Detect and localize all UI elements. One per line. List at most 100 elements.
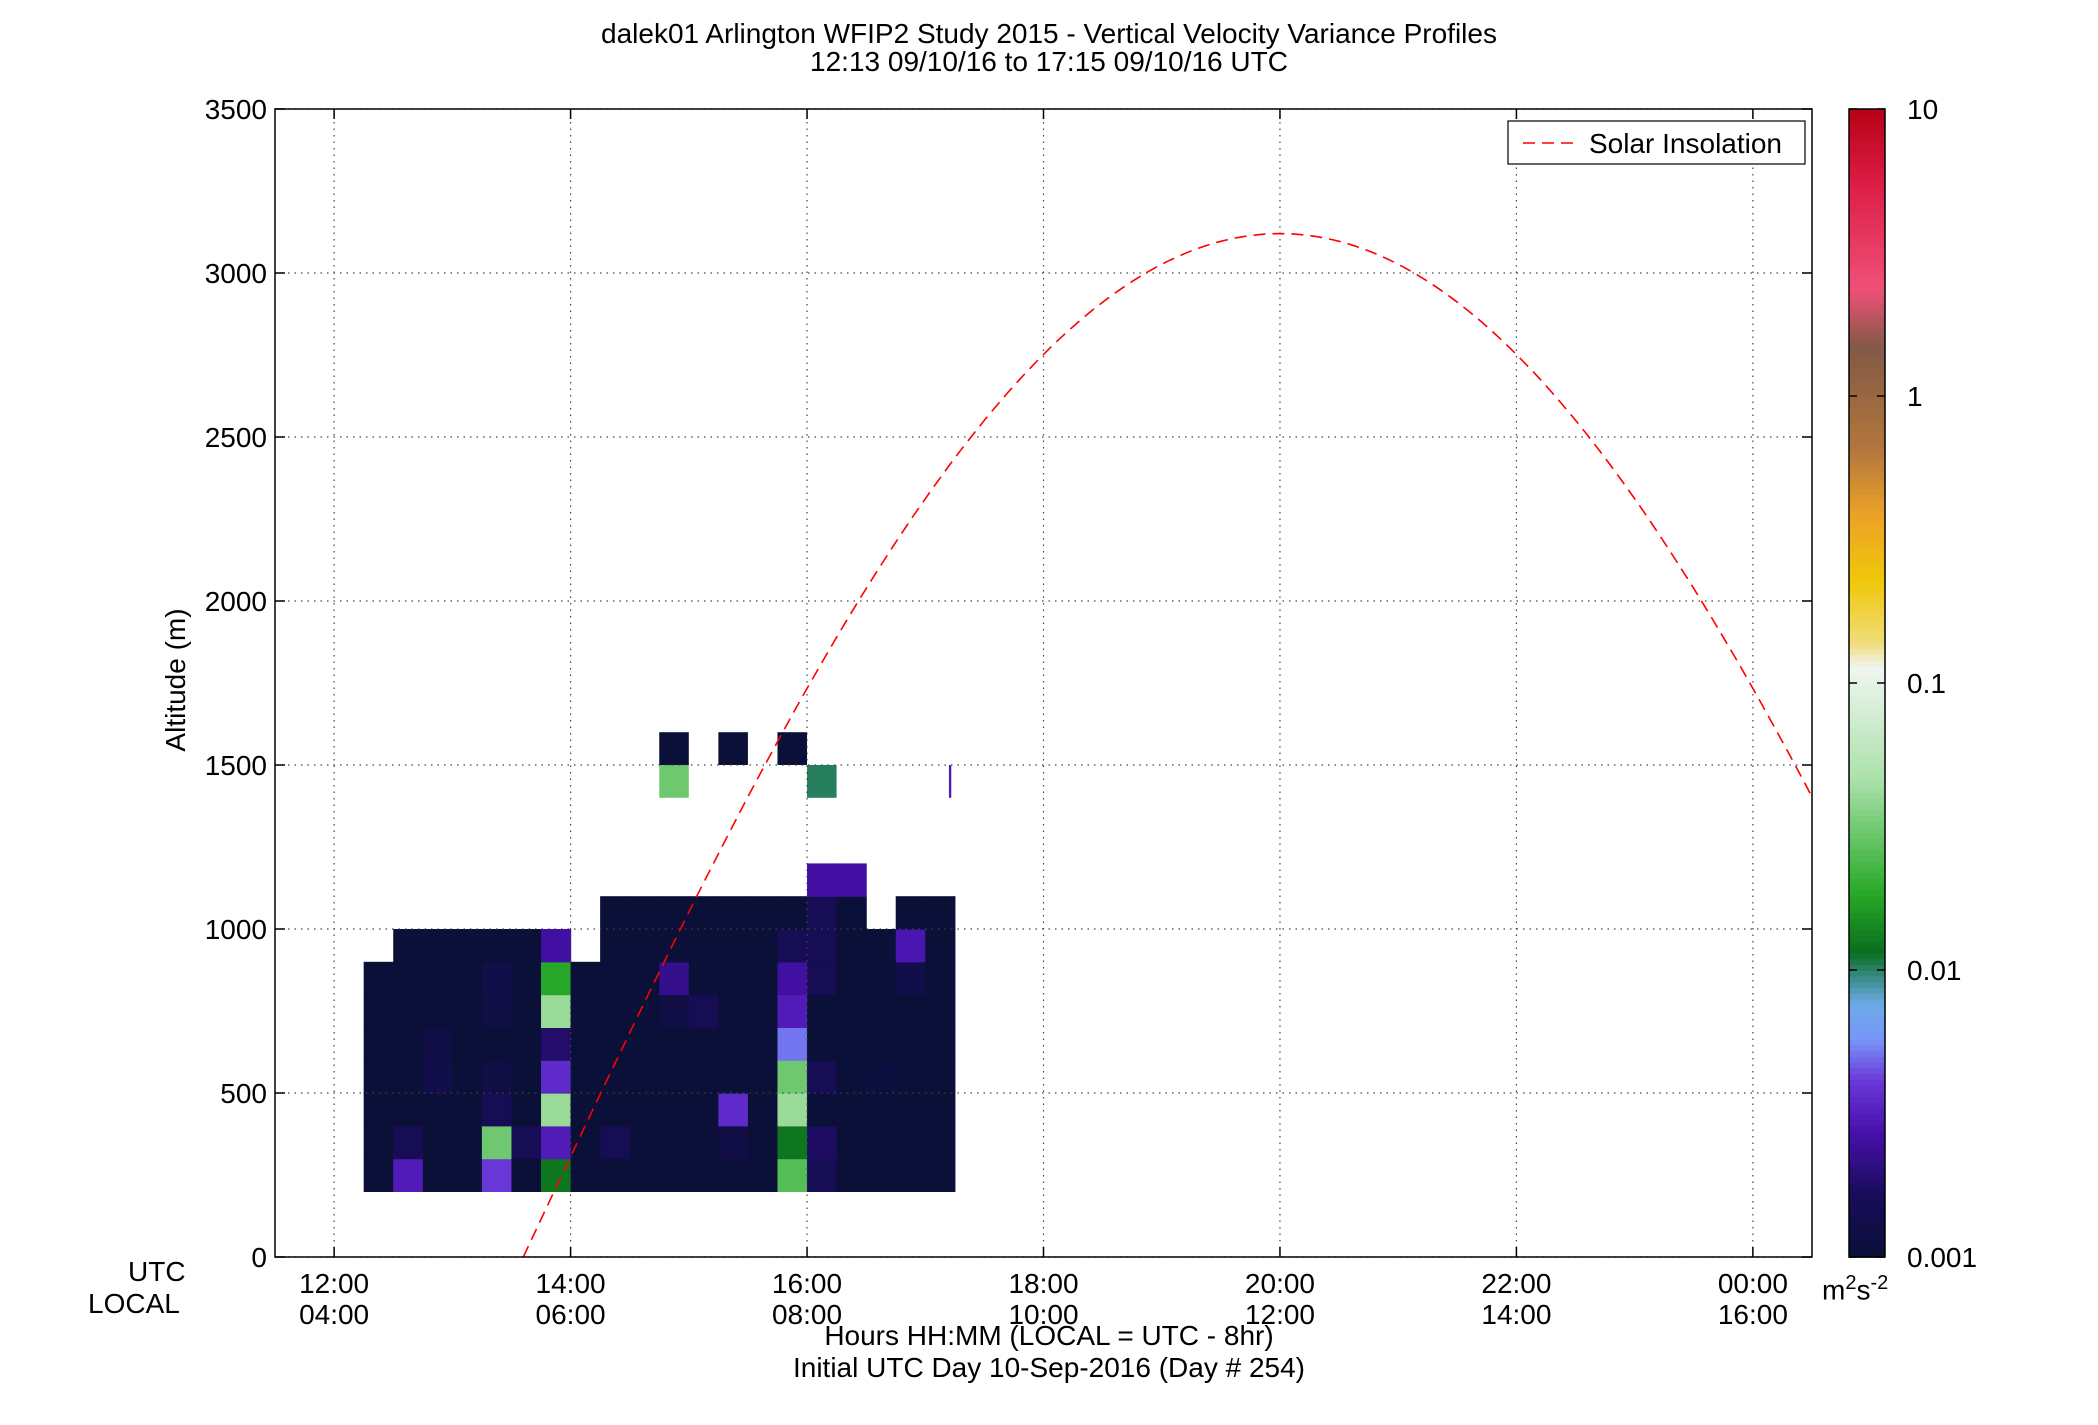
heatmap-cell [481,1093,513,1127]
colorbar-segment [1849,522,1885,529]
colorbar-segment [1849,367,1885,374]
colorbar-segment [1849,717,1885,724]
colorbar-unit: m2s-2 [1822,1272,1889,1306]
heatmap-cell [747,1027,779,1061]
heatmap-cell [452,1027,483,1061]
colorbar-segment [1849,327,1885,334]
x-tick-label-local: 06:00 [536,1299,606,1330]
heatmap-cell [718,1027,749,1061]
x-axis-label: Hours HH:MM (LOCAL = UTC - 8hr) [824,1320,1274,1351]
heatmap-cell [866,994,897,1028]
heatmap-cell [718,1093,749,1127]
colorbar-segment [1849,665,1885,673]
heatmap-cell [452,1060,483,1094]
heatmap-cell [807,994,838,1028]
heatmap-cell [925,1027,956,1061]
heatmap-cell [777,1125,808,1160]
heatmap-cell [629,961,660,996]
colorbar-segment [1849,935,1885,943]
y-tick-label: 1500 [205,750,267,781]
colorbar-segment [1849,304,1885,311]
heatmap-cell [777,896,808,930]
heatmap-cell [895,994,926,1028]
colorbar-segment [1849,964,1885,971]
heatmap-cell [600,994,631,1028]
colorbar-segment [1849,1061,1885,1069]
colorbar-segment [1849,883,1885,891]
heatmap-cell [570,994,601,1028]
colorbar-segment [1849,533,1885,541]
colorbar-segment [1849,625,1885,633]
heatmap-cell [895,1125,926,1160]
colorbar-segment [1849,1102,1885,1109]
colorbar-segment [1849,126,1885,133]
x-tick-label-local: 04:00 [299,1299,369,1330]
legend-entry-label: Solar Insolation [1589,128,1782,159]
colorbar-segment [1849,700,1885,707]
heatmap-cell [718,1125,749,1160]
colorbar-segment [1849,1044,1885,1052]
colorbar-segment [1849,797,1885,805]
heatmap-cell [836,929,867,963]
y-axis-label: Altitude (m) [160,608,191,752]
heatmap-cell [925,1158,956,1192]
heatmap-cell [393,1158,424,1192]
heatmap-cell [777,1158,808,1192]
heatmap-cell [659,1125,690,1160]
x-tick-label-local: 12:00 [1245,1299,1315,1330]
local-row-label: LOCAL [88,1288,180,1319]
heatmap-cell [422,1125,453,1160]
heatmap-cell [393,994,424,1028]
colorbar-segment [1849,545,1885,552]
colorbar-segment [1849,252,1885,260]
colorbar-segment [1849,746,1885,753]
colorbar-segment [1849,751,1885,759]
colorbar-segment [1849,1228,1885,1235]
x-tick-label-utc: 18:00 [1008,1268,1078,1299]
x-tick-label-local: 08:00 [772,1299,842,1330]
heatmap-cell [481,994,513,1028]
colorbar-segment [1849,218,1885,225]
heatmap-cell [718,1060,749,1094]
colorbar-segment [1849,447,1885,455]
colorbar-segment [1849,660,1885,667]
heatmap [363,732,956,1192]
x-tick-label-utc: 22:00 [1481,1268,1551,1299]
heatmap-cell [511,1060,542,1094]
heatmap-cell [777,732,808,765]
colorbar-segment [1849,212,1885,219]
heatmap-cell [570,1027,601,1061]
colorbar-segment [1849,487,1885,495]
heatmap-cell [422,1060,453,1094]
colorbar-segment [1849,918,1885,925]
heatmap-cell [481,1027,513,1061]
heatmap-cell [629,1125,660,1160]
colorbar-segment [1849,241,1885,248]
colorbar-segment [1849,235,1885,242]
colorbar-segment [1849,694,1885,702]
colorbar-segment [1849,1010,1885,1017]
x-tick-label-utc: 20:00 [1245,1268,1315,1299]
colorbar-segment [1849,275,1885,282]
colorbar-segment [1849,705,1885,713]
colorbar-tick-label: 0.001 [1907,1242,1977,1273]
colorbar-segment [1849,786,1885,793]
colorbar-segment [1849,906,1885,914]
colorbar-segment [1849,1096,1885,1103]
heatmap-cell [925,961,956,996]
colorbar-segment [1849,585,1885,592]
heatmap-cell [452,1125,483,1160]
colorbar-segment [1849,1170,1885,1178]
y-tick-label: 1000 [205,914,267,945]
colorbar-segment [1849,1113,1885,1121]
colorbar-segment [1849,763,1885,770]
colorbar-segment [1849,166,1885,173]
heatmap-cell [600,1027,631,1061]
heatmap-cell [836,1093,867,1127]
heatmap-cell [688,929,719,963]
heatmap-cell [511,1158,542,1192]
colorbar-segment [1849,109,1885,116]
colorbar-segment [1849,614,1885,621]
colorbar-segment [1849,924,1885,931]
heatmap-cell [393,1125,424,1160]
